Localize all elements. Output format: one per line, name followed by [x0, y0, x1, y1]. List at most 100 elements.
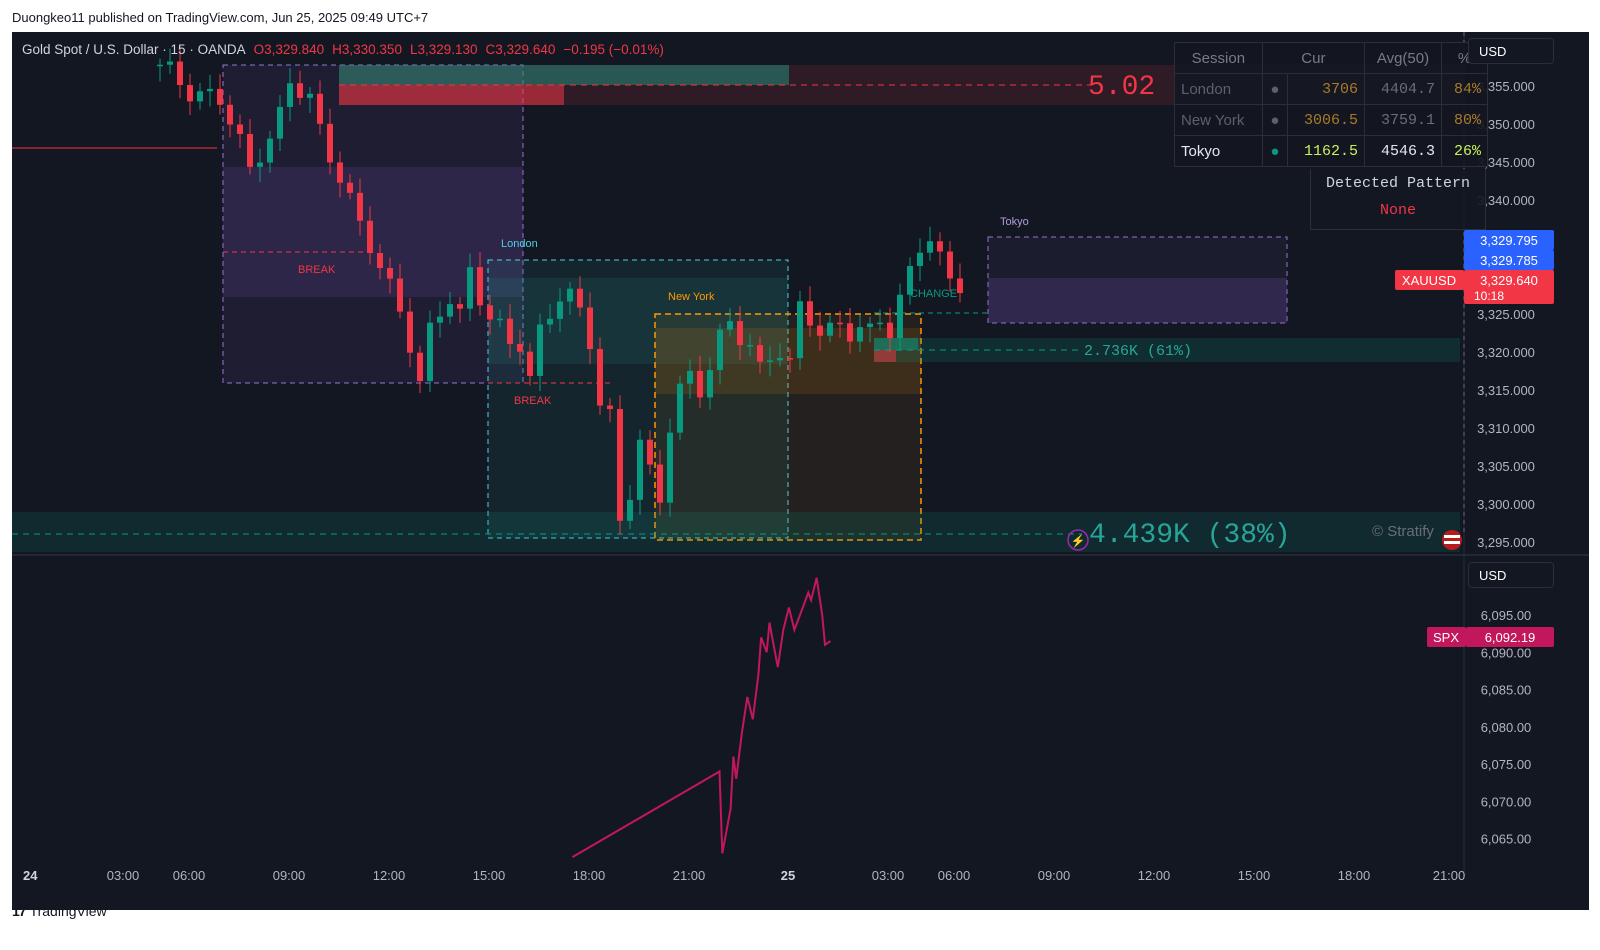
pattern-title: Detected Pattern — [1325, 175, 1471, 192]
candle — [467, 267, 473, 309]
detected-pattern-panel: Detected Pattern None — [1310, 169, 1486, 230]
candle — [317, 93, 323, 124]
ohlc-high: H3,330.350 — [332, 42, 402, 57]
candle — [677, 383, 683, 433]
candle — [177, 61, 183, 86]
table-row: New York ● 3006.5 3759.1 80% — [1174, 104, 1489, 136]
dot-icon: ● — [1261, 73, 1289, 105]
price-tick: 3,300.000 — [1477, 497, 1535, 512]
tradingview-logo[interactable]: 17 TradingView — [12, 903, 107, 919]
candle — [587, 307, 593, 350]
candle — [507, 318, 513, 344]
last-price-text: 3,329.640 — [1480, 273, 1538, 288]
session-cur: 3706 — [1287, 73, 1366, 105]
pattern-value: None — [1379, 202, 1416, 219]
candle — [187, 85, 193, 102]
table-row: Tokyo ● 1162.5 4546.3 26% — [1174, 135, 1489, 167]
time-tick: 18:00 — [573, 868, 606, 883]
ohlc-open: O3,329.840 — [253, 42, 325, 57]
session-label-london: London — [501, 238, 538, 250]
candle — [617, 409, 623, 521]
candle — [347, 182, 353, 193]
candle — [607, 405, 613, 410]
candle — [747, 345, 753, 347]
publisher-line: Duongkeo11 published on TradingView.com,… — [12, 10, 429, 25]
candle — [407, 311, 413, 353]
candle — [687, 370, 693, 384]
candle — [377, 253, 383, 269]
candle — [837, 322, 843, 325]
time-tick: 09:00 — [1038, 868, 1071, 883]
candle — [247, 133, 253, 167]
candle — [287, 83, 293, 107]
candle — [777, 358, 783, 361]
symbol-name[interactable]: Gold Spot / U.S. Dollar · 15 · OANDA — [22, 42, 246, 57]
spx-tick: 6,075.00 — [1481, 757, 1532, 772]
candle — [527, 351, 533, 376]
price-tick: 3,295.000 — [1477, 535, 1535, 550]
session-cur: 3006.5 — [1287, 104, 1366, 136]
time-tick: 25 — [781, 868, 795, 883]
candle — [847, 323, 853, 342]
volume-top-label: 5.02 — [1088, 72, 1155, 103]
session-pct: 26% — [1440, 135, 1489, 167]
candle — [427, 322, 433, 382]
currency-button-top[interactable]: USD — [1468, 38, 1554, 64]
candle — [647, 439, 653, 465]
session-pct: 84% — [1440, 73, 1489, 105]
candle — [327, 123, 333, 163]
spx-symbol-badge — [1427, 627, 1466, 647]
symbol-legend: Gold Spot / U.S. Dollar · 15 · OANDA O3,3… — [22, 42, 672, 57]
chart-area[interactable]: 3,355.0003,350.0003,345.0003,340.0003,33… — [12, 32, 1589, 910]
candle — [907, 266, 913, 295]
candle — [897, 294, 903, 339]
time-tick: 18:00 — [1338, 868, 1371, 883]
candle — [547, 318, 553, 325]
range-zone — [988, 278, 1287, 323]
spx-tick: 6,080.00 — [1481, 720, 1532, 735]
col-cur: Cur — [1261, 42, 1366, 74]
price-tick: 3,305.000 — [1477, 459, 1535, 474]
candle — [197, 91, 203, 102]
time-tick: 15:00 — [473, 868, 506, 883]
spx-line — [571, 577, 832, 858]
candle — [267, 138, 273, 163]
symbol-badge-text: XAUUSD — [1402, 273, 1456, 288]
price-tick: 3,345.000 — [1477, 155, 1535, 170]
session-name: London — [1174, 73, 1263, 105]
candle — [767, 360, 773, 362]
break-label: BREAK — [514, 395, 552, 407]
candle — [697, 370, 703, 398]
candle — [887, 322, 893, 339]
volume-zone-bottom — [12, 512, 1460, 552]
price-tick: 3,325.000 — [1477, 307, 1535, 322]
candle — [797, 301, 803, 359]
col-avg: Avg(50) — [1364, 42, 1442, 74]
session-name: New York — [1174, 104, 1263, 136]
candle — [397, 278, 403, 312]
currency-button-bottom[interactable]: USD — [1468, 562, 1554, 588]
candle — [657, 464, 663, 503]
candle — [207, 88, 213, 92]
last-price-badge — [1464, 270, 1554, 304]
change-label: CHANGE — [910, 288, 957, 300]
dot-icon: ● — [1261, 135, 1289, 167]
spx-symbol-text: SPX — [1433, 630, 1459, 645]
countdown-text: 10:18 — [1474, 289, 1504, 303]
ohlc-change: −0.195 (−0.01%) — [563, 42, 664, 57]
time-tick: 12:00 — [373, 868, 406, 883]
spx-series — [571, 577, 832, 858]
candle — [357, 192, 363, 221]
candle — [957, 278, 963, 294]
session-pct: 80% — [1440, 104, 1489, 136]
spx-tick: 6,095.00 — [1481, 608, 1532, 623]
us-flag-icon — [1444, 535, 1460, 538]
time-tick: 24 — [23, 868, 38, 883]
volume-bar-down — [874, 350, 896, 362]
watermark: © Stratify — [1372, 523, 1434, 540]
candle — [667, 432, 673, 503]
candle — [157, 64, 163, 67]
table-row: London ● 3706 4404.7 84% — [1174, 73, 1489, 105]
candle — [737, 321, 743, 346]
candle — [387, 268, 393, 279]
